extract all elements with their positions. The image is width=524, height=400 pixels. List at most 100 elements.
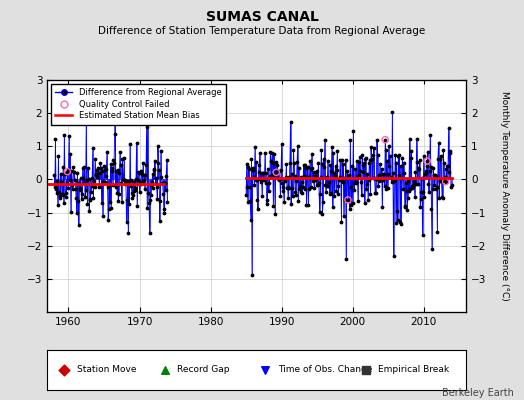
Point (289, 192, 297, 199)
Point (307, 184, 315, 190)
Point (275, 168, 283, 174)
Text: Empirical Break: Empirical Break (378, 366, 450, 374)
Point (110, 156, 118, 163)
Point (365, 176, 373, 183)
Point (287, 201, 296, 208)
Point (108, 182, 117, 188)
Point (395, 152, 403, 158)
Point (317, 147, 325, 153)
Point (334, 183, 342, 190)
Point (392, 220, 400, 226)
Point (425, 188, 433, 195)
Point (414, 165, 422, 171)
Point (130, 187, 139, 194)
Point (350, 186, 358, 193)
Point (400, 169, 408, 176)
Point (123, 197, 132, 203)
Point (321, 182, 330, 188)
Point (403, 194, 412, 201)
Point (395, 172, 403, 178)
Point (127, 183, 135, 190)
Point (154, 160, 162, 166)
Point (424, 181, 433, 187)
Point (263, 201, 271, 208)
Point (407, 155, 415, 162)
Point (438, 178, 446, 185)
Point (77, 175, 85, 181)
Point (379, 177, 387, 183)
Point (404, 177, 412, 184)
Point (283, 185, 291, 191)
Point (279, 188, 287, 194)
Point (71, 186, 80, 192)
Point (397, 221, 406, 227)
Point (368, 156, 376, 162)
Point (340, 213, 348, 220)
Point (95, 184, 103, 190)
Point (321, 137, 329, 143)
Point (276, 193, 285, 199)
Point (438, 194, 446, 200)
Point (445, 169, 453, 176)
Point (271, 210, 279, 217)
Point (398, 154, 407, 161)
Point (286, 160, 294, 167)
Point (83, 201, 92, 208)
Point (158, 180, 167, 186)
Point (91, 156, 100, 162)
Point (430, 182, 439, 188)
Point (399, 159, 408, 166)
Point (131, 185, 139, 191)
Point (150, 166, 159, 173)
Point (343, 175, 351, 182)
Point (261, 169, 270, 176)
Point (255, 162, 264, 169)
Point (258, 170, 267, 176)
Point (71, 177, 79, 183)
Point (433, 184, 441, 190)
Point (51, 184, 59, 190)
Point (390, 178, 398, 184)
Point (422, 168, 430, 174)
Point (70, 169, 79, 176)
Point (154, 143, 162, 150)
Point (244, 164, 253, 170)
Point (333, 167, 341, 173)
Point (151, 158, 159, 164)
Point (415, 166, 423, 172)
Point (280, 178, 289, 184)
Point (149, 185, 157, 191)
Point (313, 182, 322, 188)
Point (374, 151, 382, 158)
Point (409, 177, 418, 184)
Point (295, 185, 303, 192)
Point (99, 212, 107, 219)
Point (121, 181, 129, 188)
Point (157, 148, 165, 154)
Point (431, 172, 440, 179)
Point (272, 175, 281, 181)
Point (103, 148, 111, 155)
Point (261, 367, 269, 373)
Point (442, 166, 451, 172)
Point (360, 160, 368, 166)
Point (279, 184, 288, 190)
Point (365, 160, 374, 166)
Point (420, 153, 428, 159)
Point (380, 171, 388, 177)
Point (371, 190, 379, 196)
Point (270, 151, 278, 157)
Point (372, 190, 380, 196)
Point (251, 144, 259, 150)
Point (336, 177, 345, 184)
Point (60, 132, 69, 138)
Point (374, 183, 383, 189)
Point (402, 188, 411, 194)
Point (64, 167, 73, 173)
Point (249, 167, 257, 173)
Point (413, 159, 421, 166)
Point (333, 148, 342, 154)
Point (298, 178, 306, 185)
Point (62, 180, 71, 186)
Point (412, 136, 421, 142)
